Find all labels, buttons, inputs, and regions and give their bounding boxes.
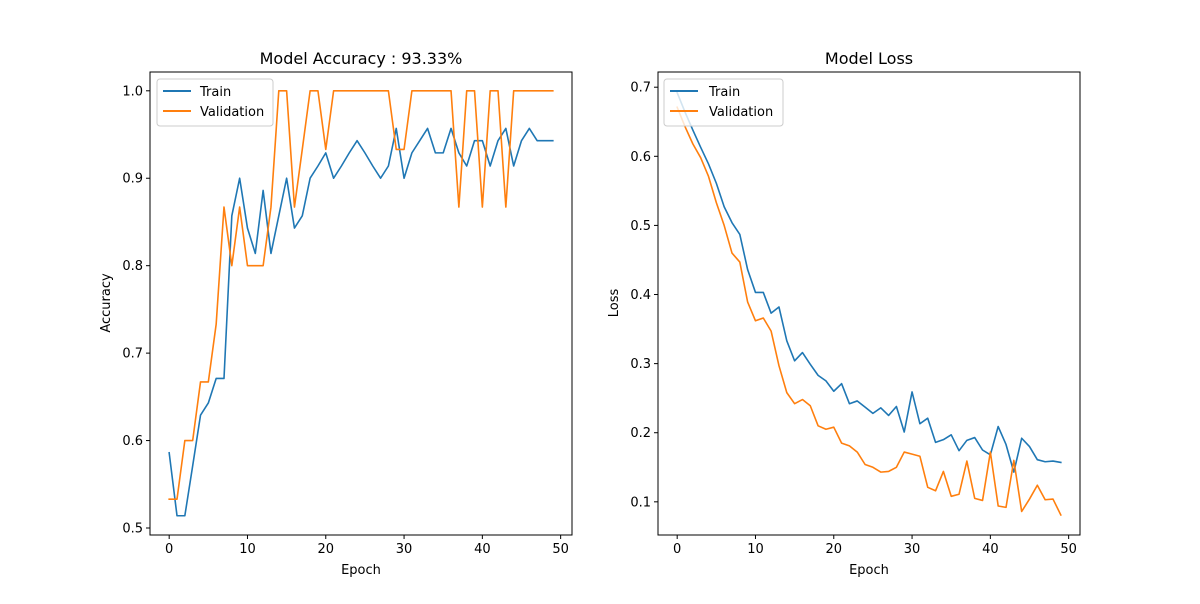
accuracy-y-tick-label: 0.9 <box>122 172 143 187</box>
loss-series-lines <box>676 91 1062 517</box>
loss-x-tick-label: 20 <box>825 542 842 557</box>
accuracy-x-tick-label: 0 <box>165 542 173 557</box>
loss-validation-line <box>676 106 1062 517</box>
loss-y-tick-label: 0.6 <box>630 150 651 165</box>
accuracy-x-tick-label: 40 <box>474 542 491 557</box>
loss-y-tick-label: 0.4 <box>630 288 651 303</box>
accuracy-plot-frame <box>149 71 573 536</box>
loss-x-tick-label: 40 <box>982 542 999 557</box>
loss-x-tick-label: 10 <box>747 542 764 557</box>
accuracy-y-tick-label: 0.8 <box>122 259 143 274</box>
loss-x-tick-label: 0 <box>673 542 681 557</box>
accuracy-y-tick-label: 0.6 <box>122 434 143 449</box>
accuracy-legend: Train Validation <box>156 78 274 127</box>
loss-plot-title: Model Loss <box>825 49 913 68</box>
accuracy-x-tick-label: 20 <box>317 542 334 557</box>
loss-x-axis-label: Epoch <box>849 563 889 578</box>
loss-x-ticks: 0 10 20 30 40 50 <box>673 535 1077 557</box>
loss-legend-train-label: Train <box>708 85 740 100</box>
accuracy-y-tick-label: 0.7 <box>122 347 143 362</box>
accuracy-x-ticks: 0 10 20 30 40 50 <box>165 535 569 557</box>
loss-y-tick-label: 0.2 <box>630 426 651 441</box>
accuracy-x-tick-label: 30 <box>396 542 413 557</box>
accuracy-series-lines <box>168 90 554 517</box>
accuracy-x-tick-label: 50 <box>552 542 569 557</box>
accuracy-plot-title: Model Accuracy : 93.33% <box>260 49 463 68</box>
loss-y-tick-label: 0.5 <box>630 219 651 234</box>
accuracy-x-tick-label: 10 <box>239 542 256 557</box>
accuracy-y-ticks: 0.5 0.6 0.7 0.8 0.9 1.0 <box>122 84 150 537</box>
loss-y-axis-label: Loss <box>607 289 622 318</box>
accuracy-legend-train-label: Train <box>199 85 231 100</box>
loss-y-tick-label: 0.7 <box>630 81 651 96</box>
loss-train-line <box>676 91 1062 473</box>
loss-legend: Train Validation <box>663 78 784 127</box>
accuracy-y-axis-label: Accuracy <box>99 273 114 333</box>
loss-plot-frame <box>657 71 1081 536</box>
accuracy-plot: Model Accuracy : 93.33% Epoch Accuracy 0… <box>99 49 573 578</box>
accuracy-y-tick-label: 1.0 <box>122 84 143 99</box>
loss-y-tick-label: 0.1 <box>630 495 651 510</box>
loss-plot: Model Loss Epoch Loss 0 10 20 30 40 50 0.1 0.2… <box>607 49 1081 578</box>
loss-y-tick-label: 0.3 <box>630 357 651 372</box>
accuracy-y-tick-label: 0.5 <box>122 522 143 537</box>
accuracy-validation-line <box>168 90 554 500</box>
loss-y-ticks: 0.1 0.2 0.3 0.4 0.5 0.6 0.7 <box>630 81 658 510</box>
loss-legend-validation-label: Validation <box>709 105 773 120</box>
accuracy-legend-validation-label: Validation <box>200 105 264 120</box>
accuracy-x-axis-label: Epoch <box>341 563 381 578</box>
accuracy-train-line <box>168 127 554 517</box>
loss-x-tick-label: 30 <box>904 542 921 557</box>
loss-x-tick-label: 50 <box>1060 542 1077 557</box>
